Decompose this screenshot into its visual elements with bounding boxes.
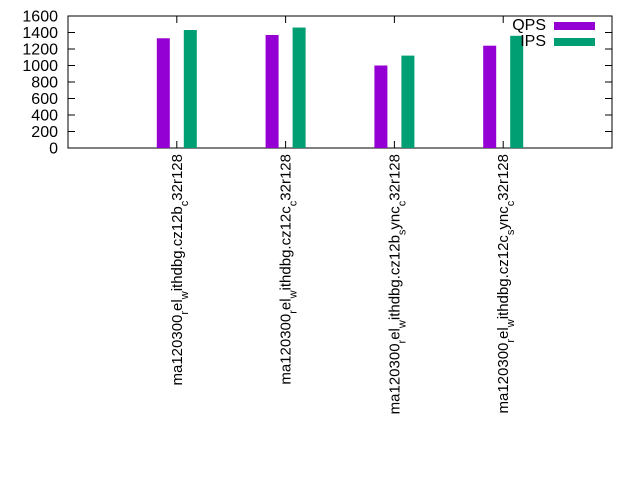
y-tick-label: 800 [31,75,58,92]
y-tick-label: 0 [49,141,58,158]
bar-ips-4 [510,35,524,148]
y-tick-label: 200 [31,124,58,141]
x-tick-label: ma120300relwithdbg.cz12bsyncc32r128 [386,154,408,414]
bars [156,27,524,149]
y-tick-label: 1400 [22,25,58,42]
legend-label-ips: IPS [520,33,546,50]
bar-ips-1 [183,30,197,148]
legend-swatch-qps [554,22,595,30]
x-tick-label: ma120300relwithdbg.cz12bc32r128 [169,154,191,386]
legend-swatch-ips [554,38,595,46]
bar-ips-2 [292,27,306,148]
y-tick-label: 1000 [22,58,58,75]
bar-qps-2 [265,34,279,148]
legend-label-qps: QPS [512,17,546,34]
x-tick-label: ma120300relwithdbg.cz12cc32r128 [278,154,300,385]
bar-qps-4 [483,45,497,149]
x-axis: ma120300relwithdbg.cz12bc32r128 ma120300r… [169,16,517,414]
bar-qps-1 [156,38,170,148]
legend: QPS IPS [512,17,595,50]
y-tick-label: 1600 [22,9,58,26]
y-tick-label: 600 [31,91,58,108]
y-tick-label: 400 [31,108,58,125]
bar-qps-3 [374,65,388,148]
y-tick-label: 1200 [22,42,58,59]
x-tick-label: ma120300relwithdbg.cz12csyncc32r128 [495,154,517,414]
bar-ips-3 [401,55,415,148]
